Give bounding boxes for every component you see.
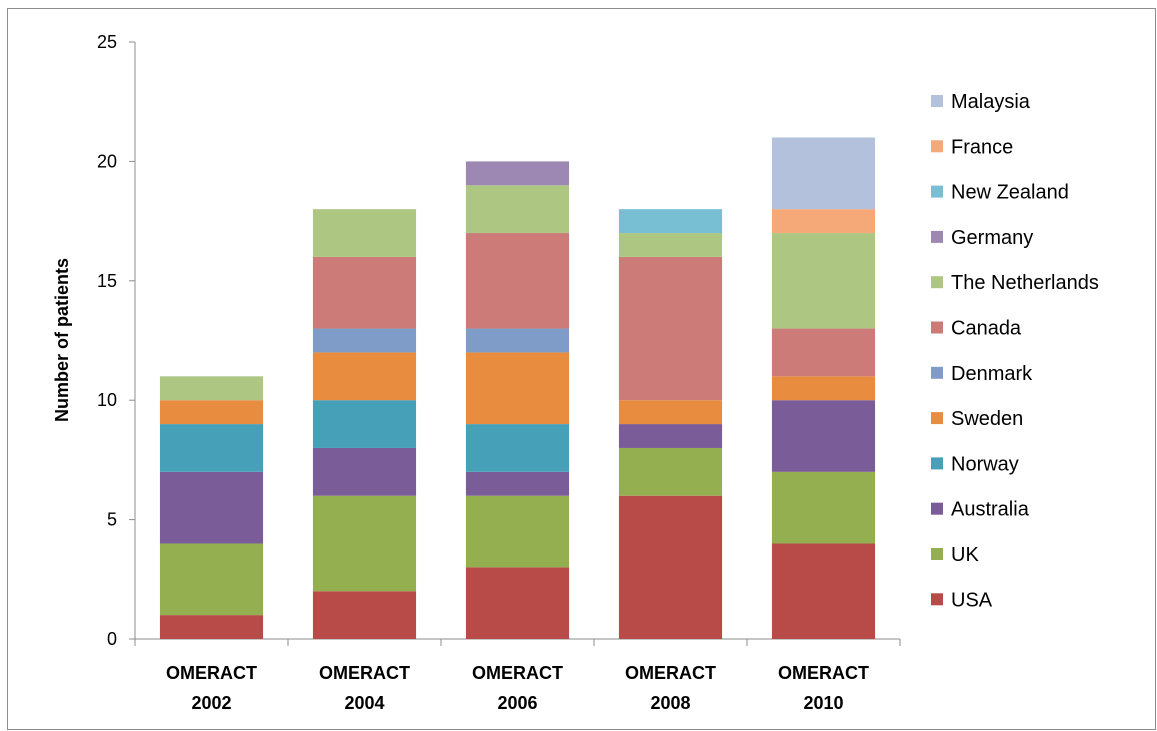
bar-segment-the-netherlands xyxy=(618,233,723,257)
x-category-label: 2004 xyxy=(344,693,384,713)
x-category-label: 2006 xyxy=(497,693,537,713)
x-category-label: 2002 xyxy=(191,693,231,713)
bar-segment-canada xyxy=(618,256,723,401)
legend-label: France xyxy=(951,136,1013,158)
legend-swatch xyxy=(931,140,943,153)
bar-segment-denmark xyxy=(465,328,570,353)
bar-segment-norway xyxy=(465,424,570,472)
x-category-label: 2010 xyxy=(803,693,843,713)
legend-swatch xyxy=(931,276,943,289)
y-tick-label: 20 xyxy=(97,151,117,171)
bar-segment-usa xyxy=(618,495,723,639)
x-category-label: OMERACT xyxy=(472,663,563,683)
legend-label: Australia xyxy=(951,499,1030,521)
bar-segment-australia xyxy=(312,447,417,496)
legend-swatch xyxy=(931,230,943,243)
legend-swatch xyxy=(931,412,943,425)
legend-swatch xyxy=(931,185,943,198)
bar-segment-australia xyxy=(159,471,264,544)
legend-label: New Zealand xyxy=(951,182,1069,204)
bar-segment-the-netherlands xyxy=(465,185,570,234)
bar-segment-uk xyxy=(159,543,264,616)
bar-segment-malaysia xyxy=(771,137,876,210)
x-category-label: OMERACT xyxy=(166,663,257,683)
bar-segment-sweden xyxy=(312,352,417,401)
legend-swatch xyxy=(931,95,943,107)
bar-segment-canada xyxy=(312,256,417,329)
x-category-label: 2008 xyxy=(650,693,690,713)
bar-segment-australia xyxy=(465,471,570,496)
legend-label: Malaysia xyxy=(951,91,1031,113)
bar-segment-sweden xyxy=(159,400,264,425)
bar-segment-usa xyxy=(465,567,570,639)
bar-segment-australia xyxy=(618,424,723,448)
legend-swatch xyxy=(931,366,943,379)
y-tick-label: 25 xyxy=(97,32,117,52)
legend-label: Germany xyxy=(951,227,1033,249)
bar-segment-sweden xyxy=(771,376,876,401)
bar-segment-sweden xyxy=(618,400,723,425)
x-category-label: OMERACT xyxy=(625,663,716,683)
y-tick-label: 10 xyxy=(97,390,117,410)
bar-segment-the-netherlands xyxy=(312,209,417,257)
legend-swatch xyxy=(931,502,943,515)
y-tick-label: 0 xyxy=(107,629,117,649)
bar-segment-norway xyxy=(312,400,417,448)
bar-segment-canada xyxy=(465,233,570,329)
legend-swatch xyxy=(931,457,943,470)
bar-segment-usa xyxy=(771,543,876,639)
bar-segment-the-netherlands xyxy=(771,233,876,329)
x-category-label: OMERACT xyxy=(319,663,410,683)
bar-segment-usa xyxy=(312,591,417,639)
legend-label: Denmark xyxy=(951,363,1033,385)
legend-label: UK xyxy=(951,544,979,566)
y-axis-label: Number of patients xyxy=(52,258,72,422)
legend-label: USA xyxy=(951,589,993,611)
x-category-label: OMERACT xyxy=(778,663,869,683)
bar-segment-uk xyxy=(771,471,876,544)
bar-segment-the-netherlands xyxy=(159,376,264,401)
y-tick-label: 5 xyxy=(107,510,117,530)
bar-segment-uk xyxy=(618,447,723,496)
legend-swatch xyxy=(931,548,943,560)
legend-label: Norway xyxy=(951,453,1019,475)
y-tick-label: 15 xyxy=(97,271,117,291)
legend-label: Sweden xyxy=(951,408,1023,430)
bar-segment-germany xyxy=(465,161,570,186)
bar-segment-usa xyxy=(159,615,264,639)
bar-segment-canada xyxy=(771,328,876,377)
bar-segment-sweden xyxy=(465,352,570,425)
bar-segment-norway xyxy=(159,424,264,472)
legend-swatch xyxy=(931,321,943,334)
bar-segment-denmark xyxy=(312,328,417,353)
bar-segment-uk xyxy=(312,495,417,592)
bar-segment-france xyxy=(771,209,876,234)
legend-label: Canada xyxy=(951,318,1022,340)
legend-swatch xyxy=(931,593,943,606)
legend-label: The Netherlands xyxy=(951,272,1099,294)
bar-segment-uk xyxy=(465,495,570,568)
bar-segment-new-zealand xyxy=(618,209,723,234)
bar-segment-australia xyxy=(771,400,876,472)
